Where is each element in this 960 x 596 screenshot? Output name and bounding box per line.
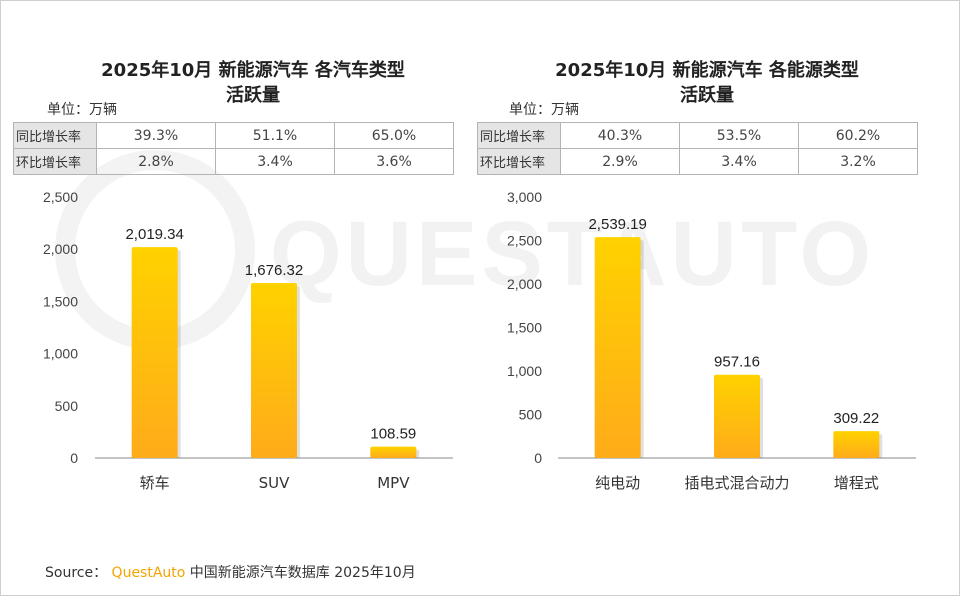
left-category-label: SUV bbox=[259, 474, 291, 492]
table-row: 环比增长率 2.8% 3.4% 3.6% bbox=[13, 148, 454, 175]
table-row: 同比增长率 39.3% 51.1% 65.0% bbox=[13, 122, 454, 149]
source-prefix: Source： bbox=[45, 565, 108, 581]
left-title-line2: 活跃量 bbox=[226, 85, 280, 106]
right-ytick-label: 2,500 bbox=[507, 233, 542, 249]
left-growth-table: 同比增长率 39.3% 51.1% 65.0% 环比增长率 2.8% 3.4% … bbox=[13, 122, 454, 175]
right-growth-table: 同比增长率 40.3% 53.5% 60.2% 环比增长率 2.9% 3.4% … bbox=[477, 122, 918, 175]
left-ytick-label: 1,000 bbox=[43, 346, 78, 362]
left-value-label: 1,676.32 bbox=[245, 262, 303, 279]
right-title-line2: 活跃量 bbox=[680, 85, 734, 106]
table-cell: 2.9% bbox=[560, 148, 680, 175]
left-bar bbox=[251, 282, 297, 458]
table-row: 同比增长率 40.3% 53.5% 60.2% bbox=[477, 122, 918, 149]
right-title-line1: 2025年10月 新能源汽车 各能源类型 bbox=[555, 60, 859, 81]
source-note: Source： QuestAuto 中国新能源汽车数据库 2025年10月 bbox=[45, 562, 416, 582]
table-cell: 60.2% bbox=[798, 122, 918, 149]
right-ytick-label: 0 bbox=[534, 450, 542, 466]
right-ytick-label: 3,000 bbox=[507, 189, 542, 205]
source-text: 中国新能源汽车数据库 2025年10月 bbox=[189, 565, 416, 581]
table-row: 环比增长率 2.9% 3.4% 3.2% bbox=[477, 148, 918, 175]
left-value-label: 2,019.34 bbox=[125, 226, 183, 243]
table-cell: 3.6% bbox=[334, 148, 454, 175]
right-category-label: 纯电动 bbox=[595, 474, 640, 492]
row-label: 环比增长率 bbox=[13, 148, 97, 175]
table-cell: 53.5% bbox=[679, 122, 799, 149]
source-brand: QuestAuto bbox=[111, 565, 186, 581]
table-cell: 39.3% bbox=[96, 122, 216, 149]
left-ytick-label: 2,500 bbox=[43, 189, 78, 205]
row-label: 同比增长率 bbox=[477, 122, 561, 149]
left-chart-title: 2025年10月 新能源汽车 各汽车类型 活跃量 bbox=[33, 58, 473, 108]
right-category-label: 增程式 bbox=[834, 474, 879, 492]
row-label: 环比增长率 bbox=[477, 148, 561, 175]
right-bar bbox=[833, 431, 880, 458]
right-ytick-label: 1,500 bbox=[507, 320, 542, 336]
left-bar bbox=[370, 446, 417, 458]
left-ytick-label: 2,000 bbox=[43, 241, 78, 257]
table-cell: 3.4% bbox=[679, 148, 799, 175]
left-category-label: MPV bbox=[377, 474, 410, 492]
left-value-label: 108.59 bbox=[370, 426, 416, 443]
right-category-label: 插电式混合动力 bbox=[684, 474, 789, 492]
right-ytick-label: 1,000 bbox=[507, 363, 542, 379]
table-cell: 40.3% bbox=[560, 122, 680, 149]
left-bar bbox=[131, 247, 178, 458]
table-cell: 3.4% bbox=[215, 148, 335, 175]
left-unit-label: 单位：万辆 bbox=[47, 102, 117, 118]
left-category-label: 轿车 bbox=[140, 474, 170, 492]
left-ytick-label: 1,500 bbox=[43, 293, 78, 309]
right-bar bbox=[714, 374, 760, 458]
right-bar bbox=[594, 237, 641, 458]
right-unit-label: 单位：万辆 bbox=[509, 102, 579, 118]
left-title-line1: 2025年10月 新能源汽车 各汽车类型 bbox=[101, 60, 405, 81]
table-cell: 2.8% bbox=[96, 148, 216, 175]
right-ytick-label: 2,000 bbox=[507, 276, 542, 292]
right-chart-title: 2025年10月 新能源汽车 各能源类型 活跃量 bbox=[487, 58, 927, 108]
right-value-label: 957.16 bbox=[714, 354, 760, 371]
right-ytick-label: 500 bbox=[519, 407, 543, 423]
table-cell: 3.2% bbox=[798, 148, 918, 175]
row-label: 同比增长率 bbox=[13, 122, 97, 149]
right-value-label: 309.22 bbox=[833, 410, 879, 427]
left-ytick-label: 0 bbox=[70, 450, 78, 466]
left-ytick-label: 500 bbox=[55, 398, 79, 414]
right-value-label: 2,539.19 bbox=[588, 216, 646, 233]
